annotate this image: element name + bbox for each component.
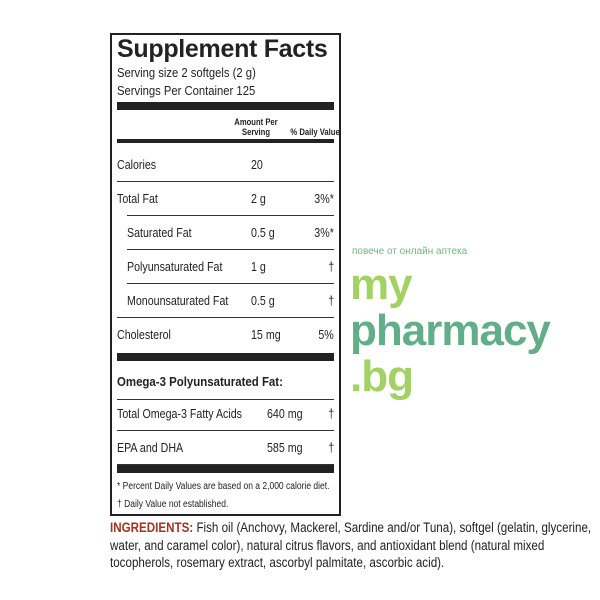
nutrient-name: Total Omega-3 Fatty Acids (117, 406, 243, 421)
servings-per-container: Servings Per Container 125 (117, 84, 256, 98)
divider (127, 249, 334, 250)
thick-divider (117, 353, 334, 361)
logo-part-my: my (350, 260, 413, 309)
header-line2: Serving (241, 127, 271, 137)
nutrient-daily-value: † (328, 293, 334, 308)
divider (117, 430, 334, 431)
divider (117, 464, 334, 465)
footnote-percent-dv: * Percent Daily Values are based on a 2,… (117, 481, 330, 492)
ingredients-label: INGREDIENTS: (110, 520, 194, 535)
nutrient-name: EPA and DHA (117, 440, 184, 455)
nutrient-daily-value: † (328, 259, 334, 274)
logo-part-pharmacy: pharmacy (350, 306, 551, 355)
nutrient-row: Monounsaturated Fat 0.5 g † (117, 293, 334, 313)
watermark-logo: my pharmacy .bg (350, 260, 551, 401)
divider (117, 399, 334, 400)
medium-divider (117, 139, 334, 143)
nutrient-daily-value: 3%* (314, 191, 334, 206)
nutrient-daily-value: † (328, 440, 334, 455)
nutrient-daily-value: 3%* (314, 225, 334, 240)
nutrient-amount: 20 (251, 157, 263, 172)
footnote-dv-not-established: † Daily Value not established. (117, 499, 229, 510)
nutrient-amount: 585 mg (267, 440, 303, 455)
nutrient-amount: 0.5 g (251, 225, 275, 240)
panel-title: Supplement Facts (117, 35, 328, 63)
nutrient-name: Total Fat (117, 191, 158, 206)
divider (127, 215, 334, 216)
daily-value-header: % Daily Value (290, 127, 340, 137)
nutrient-name: Monounsaturated Fat (127, 293, 229, 308)
nutrient-row: Calories 20 (117, 157, 334, 177)
ingredients-text: Fish oil (Anchovy, Mackerel, Sardine and… (110, 520, 592, 570)
nutrient-daily-value: † (328, 406, 334, 421)
nutrient-daily-value: 5% (318, 327, 334, 342)
nutrient-name: Polyunsaturated Fat (127, 259, 223, 274)
header-line1: Amount Per (234, 117, 278, 127)
divider (127, 283, 334, 284)
logo-part-bg: .bg (350, 352, 414, 401)
nutrient-row: Total Omega-3 Fatty Acids 640 mg † (117, 406, 334, 426)
nutrient-row: EPA and DHA 585 mg † (117, 440, 334, 460)
nutrient-amount: 0.5 g (251, 293, 275, 308)
nutrient-name: Cholesterol (117, 327, 171, 342)
thick-divider (117, 102, 334, 110)
nutrient-name: Calories (117, 157, 157, 172)
watermark-tagline: повече от онлайн аптека (352, 246, 468, 257)
nutrient-row: Cholesterol 15 mg 5% (117, 327, 334, 347)
nutrient-amount: 1 g (251, 259, 266, 274)
thick-divider (117, 465, 334, 473)
ingredients: INGREDIENTS: Fish oil (Anchovy, Mackerel… (110, 519, 592, 572)
nutrient-amount: 2 g (251, 191, 266, 206)
nutrient-name: Saturated Fat (127, 225, 192, 240)
amount-per-serving-header: Amount Per Serving (234, 117, 278, 137)
nutrient-row: Saturated Fat 0.5 g 3%* (117, 225, 334, 245)
divider (117, 317, 334, 318)
nutrient-amount: 640 mg (267, 406, 303, 421)
nutrient-row: Polyunsaturated Fat 1 g † (117, 259, 334, 279)
nutrient-row: Total Fat 2 g 3%* (117, 191, 334, 211)
nutrient-amount: 15 mg (251, 327, 281, 342)
divider (117, 181, 334, 182)
serving-size: Serving size 2 softgels (2 g) (117, 66, 256, 80)
supplement-facts-panel: Supplement Facts Serving size 2 softgels… (110, 33, 341, 516)
omega-3-header: Omega-3 Polyunsaturated Fat: (117, 374, 283, 389)
